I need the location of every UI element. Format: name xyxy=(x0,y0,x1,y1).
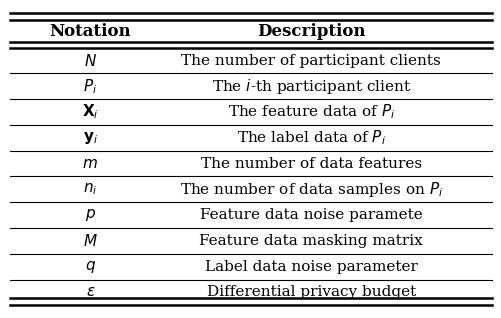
Text: The number of participant clients: The number of participant clients xyxy=(181,53,440,68)
Text: Notation: Notation xyxy=(50,23,131,40)
Text: $p$: $p$ xyxy=(85,207,96,223)
Text: $M$: $M$ xyxy=(83,233,98,249)
Text: The number of data features: The number of data features xyxy=(200,156,421,171)
Text: The label data of $P_i$: The label data of $P_i$ xyxy=(236,128,385,147)
Text: Feature data noise paramete: Feature data noise paramete xyxy=(199,208,422,222)
Text: $\epsilon$: $\epsilon$ xyxy=(85,285,95,300)
Text: Description: Description xyxy=(257,23,365,40)
Text: $\mathbf{X}_i$: $\mathbf{X}_i$ xyxy=(82,103,99,121)
Text: $q$: $q$ xyxy=(85,259,96,275)
Text: Differential privacy budget: Differential privacy budget xyxy=(206,285,415,300)
Text: The number of data samples on $P_i$: The number of data samples on $P_i$ xyxy=(179,180,442,199)
Text: Feature data masking matrix: Feature data masking matrix xyxy=(199,234,422,248)
Text: $N$: $N$ xyxy=(84,52,97,69)
Text: The $i$-th participant client: The $i$-th participant client xyxy=(211,77,410,96)
Text: Label data noise parameter: Label data noise parameter xyxy=(204,259,417,274)
Text: $P_i$: $P_i$ xyxy=(83,77,97,96)
Text: The feature data of $P_i$: The feature data of $P_i$ xyxy=(227,103,394,121)
Text: $n_i$: $n_i$ xyxy=(83,182,98,197)
Text: $m$: $m$ xyxy=(82,156,98,171)
Text: $\mathbf{y}_i$: $\mathbf{y}_i$ xyxy=(83,130,98,146)
